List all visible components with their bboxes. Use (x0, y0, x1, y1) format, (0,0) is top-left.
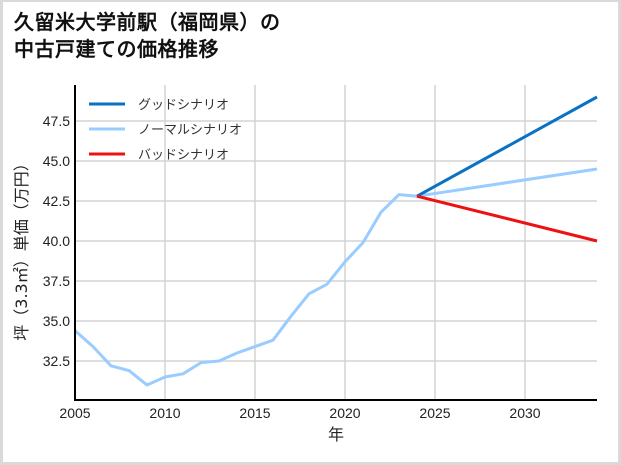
y-tick-label: 32.5 (43, 353, 70, 369)
x-tick-label: 2010 (149, 405, 180, 421)
series-line-1 (74, 167, 598, 387)
chart-title: 久留米大学前駅（福岡県）の 中古戸建ての価格推移 (14, 10, 281, 61)
x-tick-labels: 2005 2010 2015 2020 2025 2030 (59, 405, 540, 421)
x-tick-label: 2005 (59, 405, 90, 421)
y-tick-label: 45.0 (43, 153, 70, 169)
y-tick-label: 35.0 (43, 313, 70, 329)
y-axis-label: 坪（3.3㎡）単価（万円） (12, 155, 31, 340)
y-tick-label: 47.5 (43, 113, 70, 129)
legend-label: ノーマルシナリオ (138, 123, 242, 138)
y-tick-labels: 32.5 35.0 37.5 40.0 42.5 45.0 47.5 (43, 113, 70, 369)
x-axis-label: 年 (328, 425, 344, 444)
y-tick-label: 37.5 (43, 273, 70, 289)
grid-lines (75, 85, 597, 400)
legend-label: グッドシナリオ (138, 98, 229, 113)
y-tick-label: 40.0 (43, 233, 70, 249)
x-tick-label: 2025 (419, 405, 450, 421)
series-line-0 (416, 95, 598, 198)
axes (74, 85, 597, 401)
x-tick-label: 2015 (239, 405, 270, 421)
x-tick-label: 2030 (509, 405, 540, 421)
legend-label: バッドシナリオ (138, 148, 229, 163)
data-series (74, 95, 598, 387)
series-line-2 (416, 194, 598, 243)
y-tick-label: 42.5 (43, 193, 70, 209)
x-tick-label: 2020 (329, 405, 360, 421)
